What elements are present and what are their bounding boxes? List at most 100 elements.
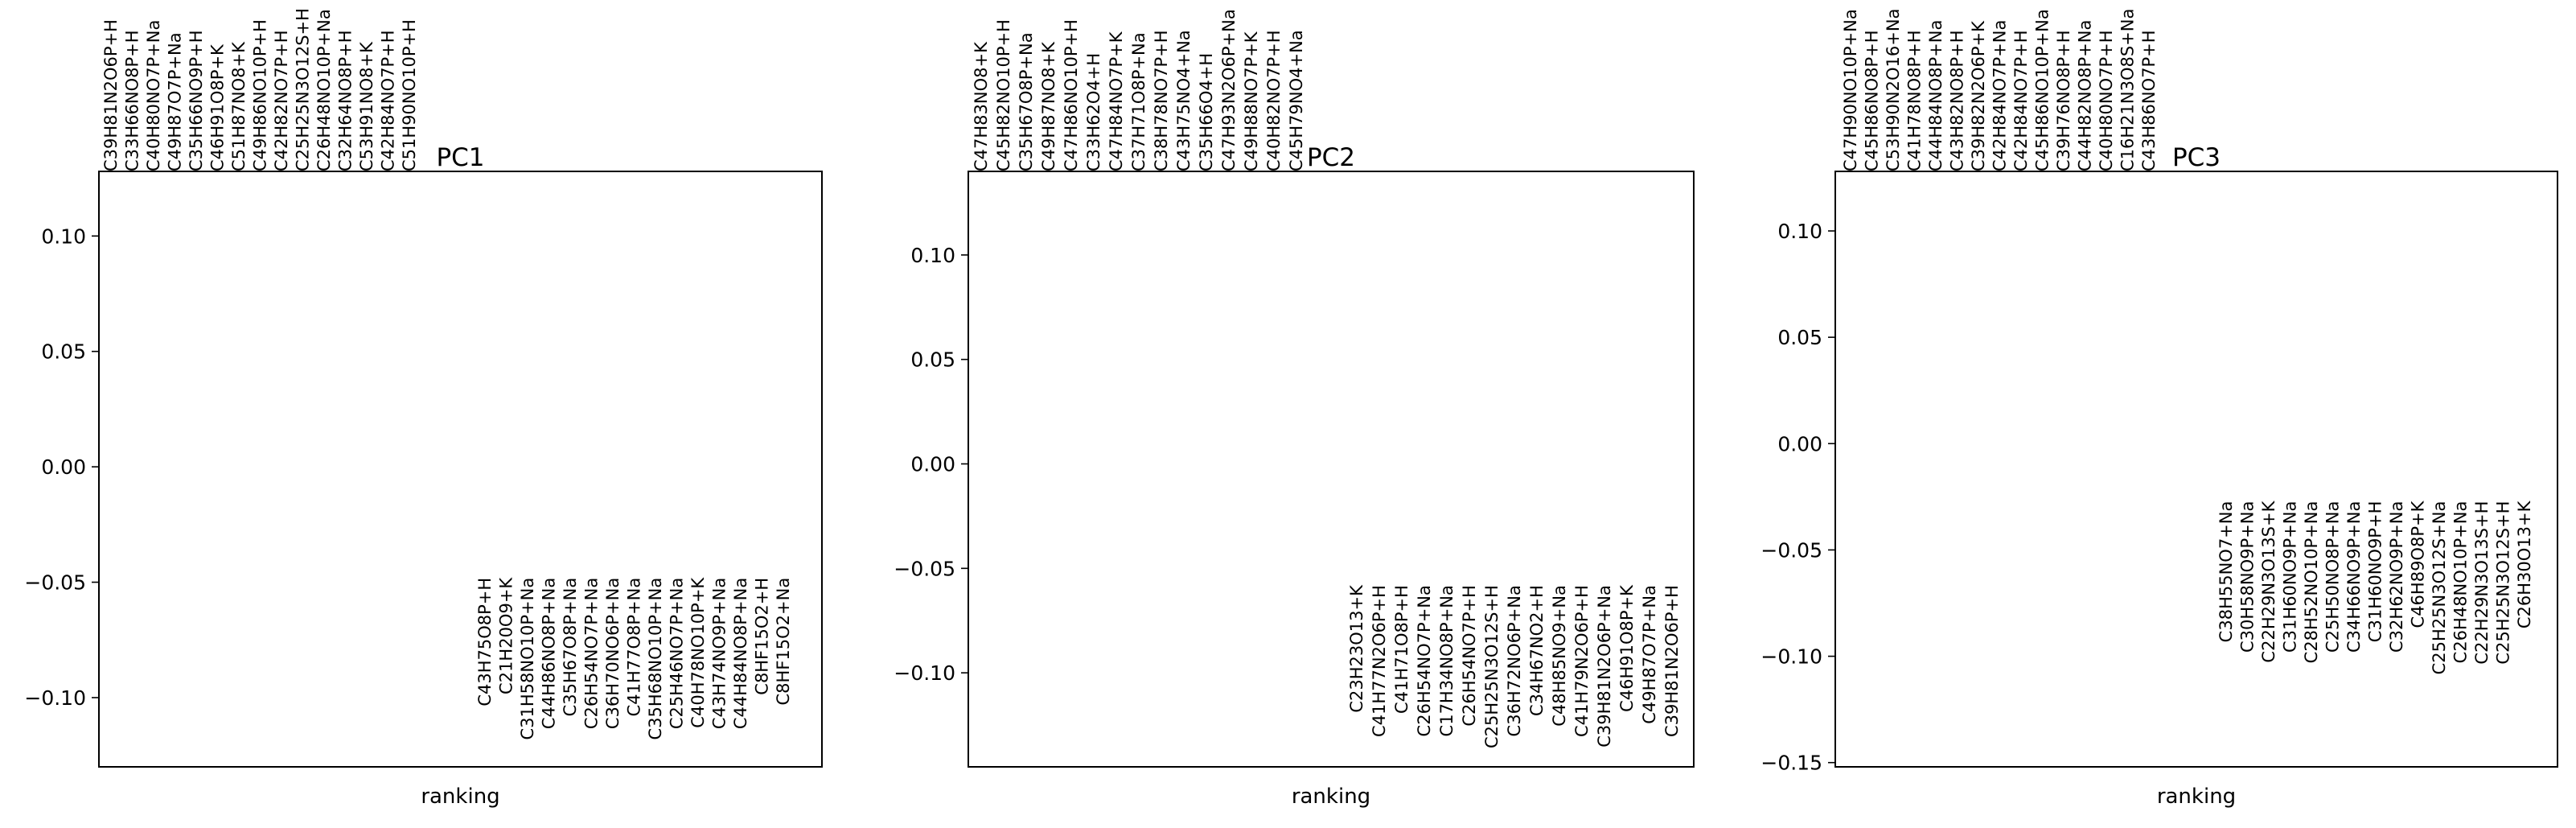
bottom-feature-label: C36H70NO6P+Na [603,578,622,729]
top-feature-label: C45H79NO4+Na [1287,30,1306,171]
plot-frame [968,171,1695,768]
y-tick-label: 0.10 [910,244,955,267]
bottom-feature-label: C34H67NO2+H [1527,585,1547,716]
top-feature-label: C41H78NO8P+H [1905,30,1925,171]
y-tick-label: −0.15 [1760,752,1822,775]
top-feature-label: C45H82NO10P+H [994,19,1013,171]
top-feature-label: C39H81N2O6P+H [101,19,121,171]
top-feature-label: C42H82NO7P+H [272,30,291,171]
bottom-feature-label: C41H77N2O6P+H [1370,585,1389,737]
bottom-feature-label: C22H29N3O13S+K [2259,500,2278,662]
top-feature-label: C51H90NO10P+H [400,19,419,171]
bottom-feature-label: C25H46NO7P+Na [668,578,687,729]
plot-frame [98,171,823,768]
top-feature-label: C49H87O7P+Na [166,32,185,171]
bottom-feature-label: C39H81N2O6P+Na [1595,585,1614,748]
y-tick-label: 0.00 [41,455,86,479]
bottom-feature-label: C26H30O13+K [2515,500,2534,628]
bottom-feature-label: C44H84NO8P+Na [731,578,750,729]
plot-frame [1834,171,2558,768]
top-feature-label: C37H71O8P+Na [1129,32,1148,171]
top-feature-label: C39H82N2O6P+K [1969,20,1988,171]
bottom-feature-label: C30H58NO9P+Na [2238,501,2258,653]
bottom-feature-label: C31H58NO10P+Na [518,578,537,740]
y-tick-label: 0.00 [1777,432,1822,455]
bottom-feature-label: C46H89O8P+K [2409,500,2428,628]
top-feature-label: C47H90NO10P+Na [1841,9,1860,171]
top-feature-label: C49H87NO8+K [1039,41,1058,171]
y-tick-label: 0.10 [1777,220,1822,243]
bottom-feature-label: C32H62NO9P+Na [2387,501,2406,653]
top-feature-label: C47H93N2O6P+Na [1219,9,1239,171]
bottom-feature-label: C8HF15O2+H [753,578,772,695]
top-feature-label: C47H84NO7P+K [1107,31,1126,171]
bottom-feature-label: C43H75O8P+H [475,578,495,706]
bottom-feature-label: C21H20O9+K [497,577,516,694]
bottom-feature-label: C36H72NO6P+Na [1505,585,1524,736]
top-feature-label: C49H86NO10P+H [251,19,270,171]
bottom-feature-label: C25H25N3O12S+Na [2430,501,2449,675]
y-tick-label: 0.10 [41,225,86,248]
top-feature-label: C33H62O4+H [1084,53,1103,171]
top-feature-label: C16H21N3O8S+Na [2118,9,2138,171]
x-axis-label: ranking [1292,785,1370,809]
top-feature-label: C40H82NO7P+H [1264,30,1284,171]
bottom-feature-label: C17H34NO8P+Na [1437,585,1456,736]
x-axis-label: ranking [2157,785,2236,809]
top-feature-label: C26H48NO10P+Na [314,9,334,171]
top-feature-label: C42H84NO7P+H [2011,30,2031,171]
top-feature-label: C33H66NO8P+H [123,30,142,171]
y-tick-label: −0.05 [24,571,86,595]
top-feature-label: C40H80NO7P+H [2097,30,2116,171]
bottom-feature-label: C43H74NO9P+Na [710,578,729,729]
ellipsis-marker: ... [450,0,466,4]
top-feature-label: C49H88NO7P+K [1242,31,1261,171]
top-feature-label: C51H87NO8+K [229,41,249,171]
bottom-feature-label: C41H79N2O6P+H [1572,585,1592,737]
y-tick-label: −0.10 [894,661,955,685]
top-feature-label: C43H82NO8P+H [1948,30,1967,171]
bottom-feature-label: C26H54NO7P+Na [582,578,602,729]
bottom-feature-label: C8HF15O2+Na [774,578,793,706]
bottom-feature-label: C39H81N2O6P+H [1662,585,1682,737]
top-feature-label: C47H86NO10P+H [1062,19,1081,171]
top-feature-label: C44H82NO8P+Na [2076,20,2095,171]
y-tick-label: 0.05 [41,340,86,364]
top-feature-label: C25H25N3O12S+H [294,8,313,171]
bottom-feature-label: C25H25N3O12S+H [1482,585,1502,748]
ellipsis-marker: ... [2188,0,2204,4]
y-tick-label: 0.05 [910,348,955,372]
y-tick-label: −0.05 [1760,538,1822,562]
top-feature-label: C43H75NO4+Na [1174,30,1194,171]
bottom-feature-label: C34H66NO9P+Na [2344,501,2364,653]
top-feature-label: C32H64NO8P+H [336,30,355,171]
chart-title: PC1 [436,143,484,172]
bottom-feature-label: C26H54NO7P+H [1460,585,1479,727]
bottom-feature-label: C26H48NO10P+Na [2451,501,2471,664]
y-tick-label: −0.10 [1760,645,1822,669]
top-feature-label: C35H66NO9P+H [187,30,206,171]
top-feature-label: C53H90N2O16+Na [1884,9,1903,171]
y-tick-label: −0.10 [24,686,86,710]
bottom-feature-label: C25H50NO8P+Na [2323,501,2343,653]
y-tick-label: 0.00 [910,453,955,476]
top-feature-label: C42H84NO7P+Na [1991,20,2010,171]
top-feature-label: C45H86NO10P+Na [2033,9,2052,171]
bottom-feature-label: C46H91O8P+K [1617,584,1637,712]
top-feature-label: C47H83NO8+K [972,41,991,171]
bottom-feature-label: C31H60NO9P+H [2366,501,2385,643]
bottom-feature-label: C26H54NO7P+Na [1415,585,1434,736]
bottom-feature-label: C40H78NO10P+K [688,577,708,728]
top-feature-label: C38H78NO7P+H [1152,30,1171,171]
top-feature-label: C53H91NO8+K [357,41,376,171]
top-feature-label: C46H91O8P+K [208,43,228,171]
bottom-feature-label: C41H71O8P+H [1392,585,1411,714]
bottom-feature-label: C35H67O8P+Na [561,578,580,717]
chart-title: PC3 [2172,143,2221,172]
bottom-feature-label: C23H23O13+K [1347,584,1366,713]
top-feature-label: C43H86NO7P+H [2139,30,2159,171]
bottom-feature-label: C44H86NO8P+Na [540,578,559,729]
bottom-feature-label: C48H85NO9+Na [1550,585,1569,727]
chart-title: PC2 [1307,143,1355,172]
